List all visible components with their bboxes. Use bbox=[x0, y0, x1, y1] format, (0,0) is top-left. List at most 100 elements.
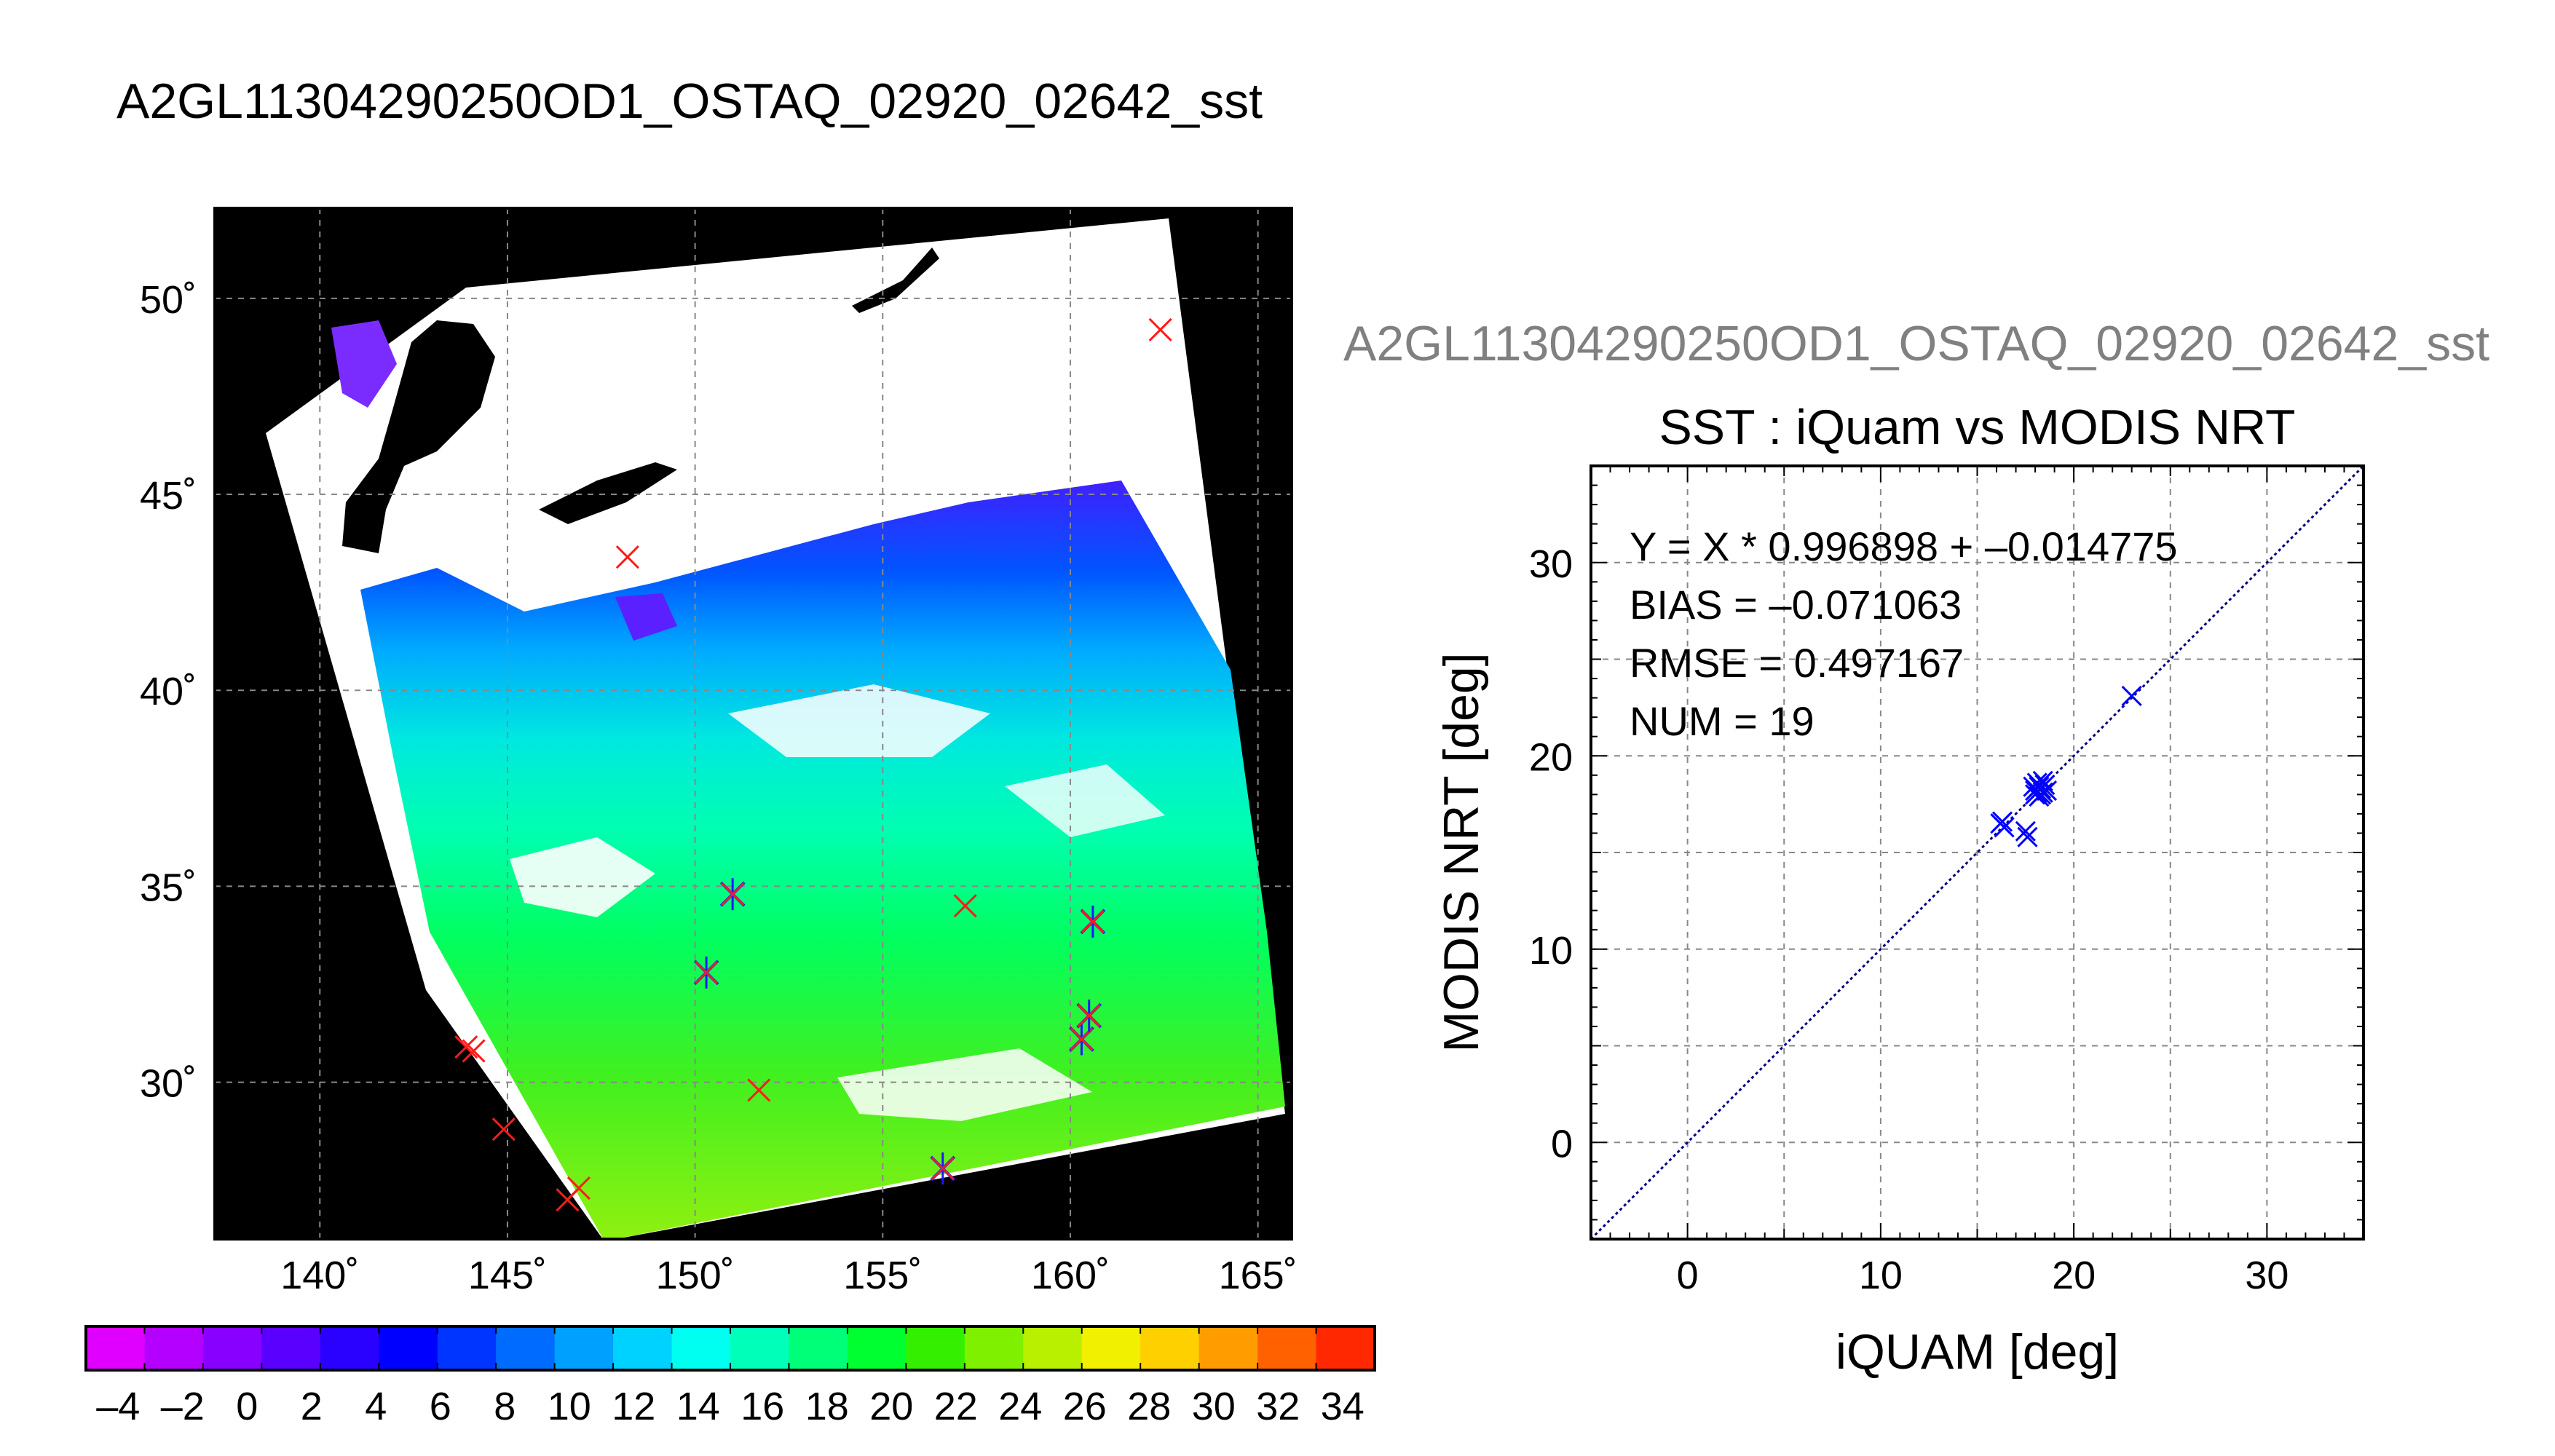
cloud bbox=[1005, 764, 1165, 837]
colorbar-tick-label: 32 bbox=[1256, 1385, 1300, 1428]
lat-tick-label: 40˚ bbox=[140, 670, 197, 713]
map-content bbox=[266, 218, 1285, 1239]
colorbar-segment bbox=[671, 1326, 731, 1370]
scatter-grid bbox=[1591, 466, 2364, 1239]
cloud bbox=[728, 684, 990, 757]
matchup-marker-red bbox=[721, 882, 745, 906]
colorbar-tick-label: 20 bbox=[869, 1385, 913, 1428]
matchup-marker-red bbox=[1081, 909, 1105, 933]
colorbar-segment bbox=[261, 1326, 321, 1370]
cloud bbox=[510, 837, 655, 917]
stat-annotation: NUM = 19 bbox=[1630, 698, 1814, 744]
colorbar-tick-label: 12 bbox=[612, 1385, 655, 1428]
map-frame bbox=[213, 207, 1293, 1241]
matchup-marker-red bbox=[566, 1176, 591, 1200]
lat-tick-label: 30˚ bbox=[140, 1062, 197, 1106]
scatter-title: A2GL11304290250OD1_OSTAQ_02920_02642_sst bbox=[1343, 316, 2489, 371]
cold-patch bbox=[615, 593, 677, 641]
colorbar-segment bbox=[1081, 1326, 1141, 1370]
colorbar-segment bbox=[847, 1326, 907, 1370]
map-grid bbox=[215, 208, 1292, 1239]
colorbar-segment bbox=[379, 1326, 438, 1370]
x-tick-label: 10 bbox=[1859, 1254, 1903, 1297]
matchup-marker-red bbox=[695, 960, 719, 984]
colorbar-segment bbox=[613, 1326, 673, 1370]
matchup-marker-red bbox=[462, 1039, 486, 1063]
colorbar-segment bbox=[1257, 1326, 1317, 1370]
colorbar-tick-label: 24 bbox=[998, 1385, 1042, 1428]
stat-annotation: BIAS = –0.071063 bbox=[1630, 582, 1962, 628]
lat-tick-label: 45˚ bbox=[140, 474, 197, 518]
matchup-marker-red bbox=[953, 894, 977, 918]
lon-tick-label: 145˚ bbox=[468, 1254, 547, 1297]
colorbar-segment bbox=[320, 1326, 379, 1370]
colorbar-tick-label: 0 bbox=[236, 1385, 258, 1428]
matchup-marker-red bbox=[1148, 317, 1172, 341]
colorbar-segment bbox=[202, 1326, 262, 1370]
matchup-marker-red bbox=[747, 1078, 771, 1102]
matchup-marker-red bbox=[931, 1157, 955, 1181]
map-title: A2GL11304290250OD1_OSTAQ_02920_02642_sst bbox=[117, 74, 1263, 129]
colorbar-tick-label: 6 bbox=[430, 1385, 451, 1428]
scatter-point bbox=[2017, 826, 2038, 847]
colorbar-segment bbox=[906, 1326, 965, 1370]
sst-field bbox=[360, 480, 1285, 1239]
colorbar-tick-label: 16 bbox=[741, 1385, 784, 1428]
colorbar-tick-label: 26 bbox=[1063, 1385, 1107, 1428]
y-tick-label: 10 bbox=[1529, 929, 1573, 973]
matchup-marker-red bbox=[454, 1035, 478, 1059]
colorbar-tick-label: –4 bbox=[96, 1385, 140, 1428]
x-tick-label: 0 bbox=[1677, 1254, 1699, 1297]
y-tick-label: 0 bbox=[1551, 1122, 1573, 1166]
cold-patch bbox=[331, 320, 397, 408]
colorbar-tick-label: 10 bbox=[548, 1385, 591, 1428]
scatter-point bbox=[2030, 784, 2052, 805]
colorbar-tick-label: 28 bbox=[1127, 1385, 1171, 1428]
scatter-point bbox=[1991, 811, 2013, 832]
colorbar-tick-label: 30 bbox=[1192, 1385, 1236, 1428]
matchup-marker-red bbox=[1070, 1027, 1094, 1051]
colorbar-tick-label: 18 bbox=[805, 1385, 849, 1428]
lon-tick-label: 140˚ bbox=[280, 1254, 359, 1297]
x-axis-label: iQUAM [deg] bbox=[1836, 1324, 2119, 1380]
scatter-point bbox=[2026, 782, 2047, 803]
x-tick-label: 30 bbox=[2245, 1254, 2289, 1297]
lat-tick-label: 50˚ bbox=[140, 278, 197, 322]
scatter-point bbox=[2015, 820, 2036, 842]
colorbar-segment bbox=[1023, 1326, 1083, 1370]
colorbar-segment bbox=[1140, 1326, 1200, 1370]
lon-tick-label: 160˚ bbox=[1031, 1254, 1110, 1297]
scatter-subtitle: SST : iQuam vs MODIS NRT bbox=[1659, 400, 2295, 455]
scatter-frame bbox=[1590, 464, 2365, 1241]
y-axis-label: MODIS NRT [deg] bbox=[1434, 652, 1489, 1052]
colorbar-tick-label: 4 bbox=[365, 1385, 387, 1428]
colorbar-segment bbox=[554, 1326, 614, 1370]
lon-tick-label: 150˚ bbox=[656, 1254, 735, 1297]
colorbar-segment bbox=[1316, 1326, 1375, 1370]
lat-tick-label: 35˚ bbox=[140, 866, 197, 909]
matchup-marker-red bbox=[491, 1117, 516, 1142]
y-tick-label: 20 bbox=[1529, 735, 1573, 779]
lon-tick-label: 165˚ bbox=[1219, 1254, 1298, 1297]
scatter-point bbox=[2121, 685, 2142, 707]
colorbar-tick-label: –2 bbox=[161, 1385, 205, 1428]
cloud bbox=[837, 1048, 1092, 1121]
colorbar-tick-label: 2 bbox=[301, 1385, 323, 1428]
reference-line bbox=[1590, 464, 2365, 1241]
colorbar-segment bbox=[496, 1326, 556, 1370]
colorbar-tick-label: 14 bbox=[676, 1385, 720, 1428]
matchup-marker-red bbox=[615, 545, 639, 569]
colorbar-segment bbox=[1198, 1326, 1258, 1370]
colorbar-segment bbox=[437, 1326, 497, 1370]
colorbar-segment bbox=[730, 1326, 789, 1370]
colorbar-tick-label: 34 bbox=[1321, 1385, 1365, 1428]
colorbar-frame bbox=[84, 1325, 1376, 1372]
colorbar-tick-label: 8 bbox=[494, 1385, 516, 1428]
lon-tick-label: 155˚ bbox=[843, 1254, 922, 1297]
land-kurils-north bbox=[852, 248, 939, 313]
stat-annotation: RMSE = 0.497167 bbox=[1630, 640, 1964, 686]
stat-annotation: Y = X * 0.996898 + –0.014775 bbox=[1630, 523, 2178, 569]
